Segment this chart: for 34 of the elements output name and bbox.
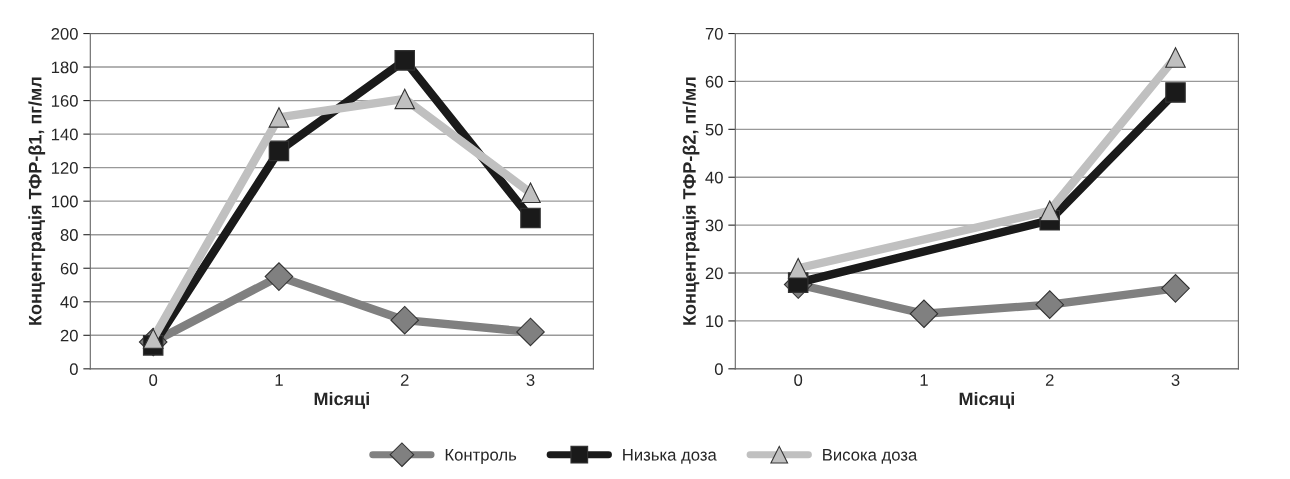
y-tick-label: 140	[51, 128, 78, 141]
y-axis-title: Концентрація ТФР-β1, пг/мл	[28, 77, 46, 325]
y-tick-label: 180	[51, 61, 78, 74]
y-tick-label: 200	[51, 27, 78, 40]
legend-label: Висока доза	[823, 449, 918, 464]
y-tick-label: 160	[51, 94, 78, 107]
y-tick-label: 20	[705, 267, 723, 280]
x-tick-label: 0	[149, 374, 158, 386]
legend-label: Контроль	[445, 449, 517, 464]
legend-label: Низька доза	[623, 449, 717, 464]
x-tick-label: 3	[526, 374, 535, 386]
y-tick-label: 30	[705, 219, 723, 232]
y-axis-title: Концентрація ТФР-β2, пг/мл	[682, 77, 700, 325]
x-tick-label: 1	[275, 374, 283, 386]
y-tick-label: 40	[60, 296, 78, 308]
x-tick-label: 3	[1171, 374, 1180, 386]
x-tick-label: 2	[1045, 374, 1054, 386]
y-tick-label: 20	[60, 329, 78, 342]
y-tick-label: 0	[714, 363, 723, 376]
y-tick-label: 40	[705, 171, 723, 184]
x-tick-label: 1	[920, 374, 928, 386]
y-tick-label: 100	[51, 195, 78, 208]
y-tick-label: 50	[705, 123, 723, 136]
y-tick-label: 0	[69, 363, 78, 376]
x-axis-title: Місяці	[959, 392, 1014, 409]
y-tick-label: 10	[706, 315, 723, 328]
y-tick-label: 60	[60, 262, 78, 275]
y-tick-label: 120	[51, 162, 78, 174]
y-tick-label: 60	[705, 75, 723, 88]
x-tick-label: 0	[794, 374, 803, 386]
x-axis-title: Місяці	[314, 392, 369, 409]
x-tick-label: 2	[400, 374, 409, 386]
y-tick-label: 80	[60, 229, 78, 241]
y-tick-label: 70	[705, 27, 723, 40]
